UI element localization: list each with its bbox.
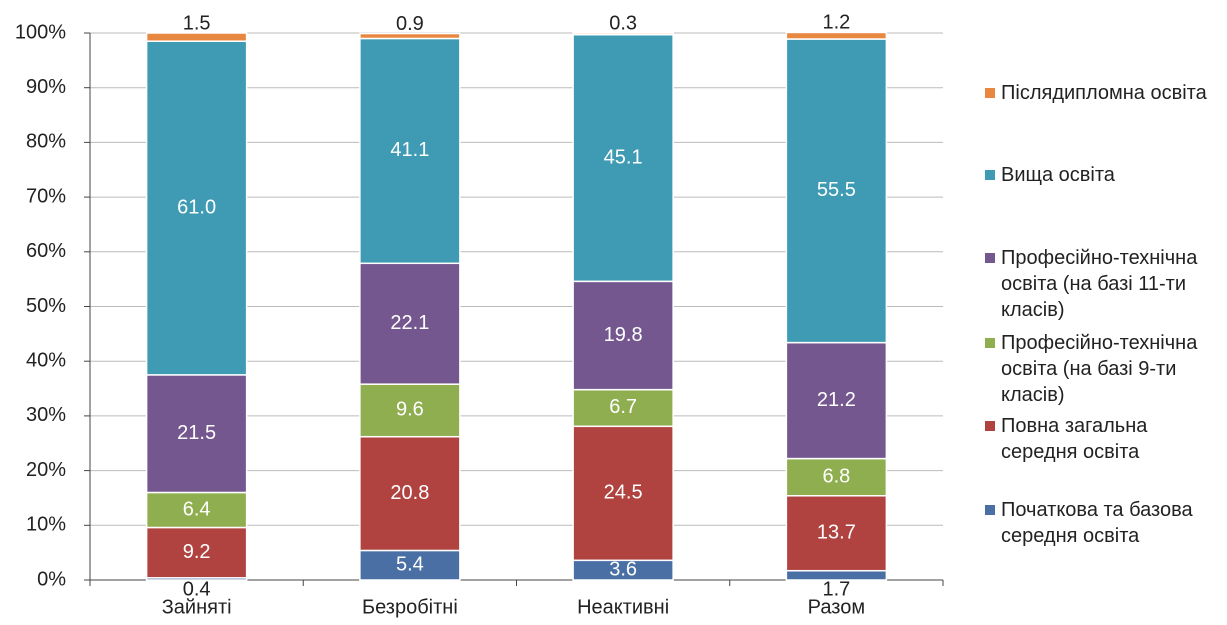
y-tick-label: 10% [26, 514, 66, 536]
value-label: 20.8 [390, 482, 429, 504]
value-label: 5.4 [396, 554, 424, 576]
bar-segment [572, 388, 674, 428]
value-label: 21.2 [817, 389, 856, 411]
bar-segment [785, 31, 888, 40]
y-tick-label: 70% [26, 185, 66, 207]
bar-segment [359, 37, 461, 265]
value-label: 3.6 [609, 558, 637, 580]
value-label: 6.7 [609, 396, 637, 418]
legend-label: Професійно-технічна освіта (на базі 9-ти… [1001, 332, 1198, 406]
legend-item: Професійно-технічна освіта (на базі 11-т… [985, 245, 1225, 323]
value-label: 0.4 [183, 578, 211, 600]
value-label: 1.2 [822, 12, 850, 34]
legend-label: Повна загальна середня освіта [1001, 415, 1148, 463]
legend-item: Вища освіта [985, 162, 1225, 188]
legend-swatch [985, 253, 995, 263]
bar-segment [359, 262, 461, 385]
value-label: 13.7 [817, 522, 856, 544]
legend-item: Післядипломна освіта [985, 80, 1225, 106]
y-tick-label: 30% [26, 404, 66, 426]
value-label: 19.8 [604, 324, 643, 346]
bar-segment [785, 457, 888, 497]
value-label: 9.2 [183, 541, 211, 563]
y-tick-label: 80% [26, 131, 66, 153]
value-label: 1.5 [183, 12, 211, 34]
legend-swatch [985, 170, 995, 180]
x-tick-label: Разом [808, 596, 865, 618]
y-tick-label: 0% [37, 568, 66, 590]
legend-swatch [985, 505, 995, 515]
legend-swatch [985, 338, 995, 348]
bar-segment [785, 38, 888, 344]
legend-item: Початкова та базова середня освіта [985, 497, 1225, 549]
legend: Післядипломна освіта Вища освіта Професійн… [985, 0, 1227, 625]
x-tick-label: Зайняті [162, 596, 232, 618]
value-label: 55.5 [817, 179, 856, 201]
value-label: 6.8 [822, 465, 850, 487]
value-label: 21.5 [177, 422, 216, 444]
x-tick-label: Неактивні [577, 596, 669, 618]
y-tick-label: 100% [15, 21, 66, 43]
legend-label: Післядипломна освіта [1001, 82, 1207, 104]
value-label: 9.6 [396, 399, 424, 421]
bar-segment [145, 526, 248, 579]
value-label: 1.7 [822, 578, 850, 600]
legend-label: Початкова та базова середня освіта [1001, 499, 1193, 547]
bar-segment [359, 435, 461, 552]
bar-segment [359, 32, 461, 40]
value-label: 41.1 [390, 139, 429, 161]
value-label: 45.1 [604, 146, 643, 168]
value-label: 61.0 [177, 196, 216, 218]
bar-segment [572, 32, 674, 36]
bar-segment [145, 491, 248, 529]
bar-segment [572, 425, 674, 562]
bar-segment [785, 341, 888, 460]
value-label: 24.5 [604, 482, 643, 504]
value-label: 6.4 [183, 498, 211, 520]
legend-swatch [985, 421, 995, 431]
x-tick-label: Безробітні [362, 596, 458, 618]
legend-label: Вища освіта [1001, 164, 1115, 186]
y-tick-label: 40% [26, 349, 66, 371]
value-label: 0.9 [396, 13, 424, 35]
legend-swatch [985, 88, 995, 98]
bar-segment [145, 40, 248, 376]
value-label: 22.1 [390, 312, 429, 334]
legend-item: Повна загальна середня освіта [985, 413, 1225, 465]
legend-label: Професійно-технічна освіта (на базі 11-т… [1001, 247, 1198, 321]
bar-segment [572, 280, 674, 391]
bar-segment [359, 383, 461, 438]
y-tick-label: 50% [26, 295, 66, 317]
legend-item: Професійно-технічна освіта (на базі 9-ти… [985, 330, 1225, 408]
value-label: 0.3 [609, 12, 637, 34]
bar-segment [572, 33, 674, 283]
bar-segment [145, 32, 248, 42]
y-tick-label: 60% [26, 240, 66, 262]
y-tick-label: 20% [26, 459, 66, 481]
plot: 0% 10% 20% 30% 40% 50% 60% 70% 80% 90% 100% Зайняті… [15, 12, 944, 618]
bar-segment [145, 374, 248, 494]
bar-segment [359, 549, 461, 581]
y-tick-label: 90% [26, 76, 66, 98]
